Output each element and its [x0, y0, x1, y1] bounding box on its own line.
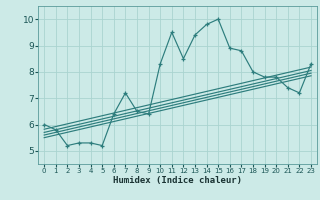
X-axis label: Humidex (Indice chaleur): Humidex (Indice chaleur): [113, 176, 242, 185]
